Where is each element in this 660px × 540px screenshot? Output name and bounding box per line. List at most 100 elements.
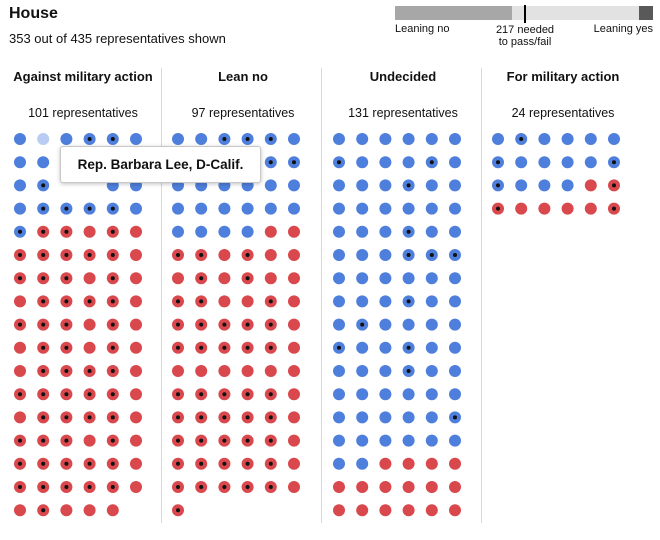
democrat-dot[interactable] [379,225,392,238]
democrat-dot[interactable] [130,133,142,145]
democrat-dot[interactable] [195,133,208,145]
democrat-dot[interactable] [425,179,438,192]
democrat-dot[interactable] [14,202,26,215]
democrat-dot[interactable] [288,179,300,192]
republican-dot[interactable] [288,318,300,331]
democrat-dot[interactable] [195,202,208,215]
democrat-dot[interactable] [356,457,369,470]
democrat-dot[interactable] [402,202,415,215]
democrat-dot[interactable] [379,133,392,145]
republican-dot[interactable] [218,249,231,261]
democrat-dot[interactable] [538,179,551,192]
democrat-dot[interactable] [425,272,438,285]
republican-dot[interactable] [356,481,369,493]
democrat-dot[interactable] [356,156,369,169]
democrat-dot[interactable] [379,249,392,261]
democrat-dot[interactable] [356,411,369,424]
republican-dot[interactable] [14,365,26,377]
democrat-dot[interactable] [333,388,345,401]
democrat-dot[interactable] [356,295,369,308]
republican-dot[interactable] [172,365,184,377]
republican-dot[interactable] [425,504,438,517]
democrat-dot[interactable] [402,272,415,285]
democrat-dot[interactable] [14,156,26,169]
democrat-dot[interactable] [425,202,438,215]
democrat-dot[interactable] [356,133,369,145]
democrat-dot[interactable] [425,133,438,145]
democrat-dot[interactable] [538,133,551,145]
republican-dot[interactable] [584,179,597,192]
democrat-dot[interactable] [449,225,461,238]
democrat-dot[interactable] [561,179,574,192]
democrat-dot[interactable] [561,133,574,145]
republican-dot[interactable] [83,272,96,285]
democrat-dot[interactable] [402,133,415,145]
democrat-dot[interactable] [333,318,345,331]
republican-dot[interactable] [83,434,96,447]
democrat-dot[interactable] [195,225,208,238]
republican-dot[interactable] [288,341,300,354]
democrat-dot[interactable] [449,295,461,308]
democrat-dot[interactable] [356,272,369,285]
democrat-dot[interactable] [288,202,300,215]
democrat-dot[interactable] [449,133,461,145]
republican-dot[interactable] [130,411,142,424]
republican-dot[interactable] [14,411,26,424]
democrat-dot[interactable] [333,249,345,261]
democrat-dot[interactable] [379,156,392,169]
republican-dot[interactable] [515,202,528,215]
republican-dot[interactable] [218,295,231,308]
republican-dot[interactable] [288,295,300,308]
republican-dot[interactable] [425,457,438,470]
republican-dot[interactable] [14,295,26,308]
republican-dot[interactable] [379,481,392,493]
democrat-dot[interactable] [379,365,392,377]
democrat-dot[interactable] [402,388,415,401]
democrat-dot[interactable] [379,202,392,215]
republican-dot[interactable] [130,341,142,354]
democrat-dot[interactable] [425,388,438,401]
democrat-dot[interactable] [130,202,142,215]
democrat-dot[interactable] [449,434,461,447]
democrat-dot[interactable] [172,133,184,145]
democrat-dot[interactable] [515,179,528,192]
republican-dot[interactable] [218,272,231,285]
republican-dot[interactable] [130,457,142,470]
republican-dot[interactable] [83,318,96,331]
highlighted-dot[interactable] [37,133,50,145]
democrat-dot[interactable] [608,133,620,145]
republican-dot[interactable] [83,504,96,517]
democrat-dot[interactable] [288,133,300,145]
republican-dot[interactable] [449,457,461,470]
republican-dot[interactable] [218,365,231,377]
democrat-dot[interactable] [379,272,392,285]
republican-dot[interactable] [288,365,300,377]
democrat-dot[interactable] [356,434,369,447]
republican-dot[interactable] [379,457,392,470]
republican-dot[interactable] [288,434,300,447]
democrat-dot[interactable] [449,341,461,354]
democrat-dot[interactable] [333,434,345,447]
democrat-dot[interactable] [584,133,597,145]
democrat-dot[interactable] [264,202,277,215]
democrat-dot[interactable] [425,318,438,331]
republican-dot[interactable] [130,318,142,331]
democrat-dot[interactable] [60,133,73,145]
democrat-dot[interactable] [379,318,392,331]
republican-dot[interactable] [561,202,574,215]
republican-dot[interactable] [130,434,142,447]
republican-dot[interactable] [83,341,96,354]
democrat-dot[interactable] [379,295,392,308]
democrat-dot[interactable] [172,202,184,215]
democrat-dot[interactable] [538,156,551,169]
republican-dot[interactable] [402,457,415,470]
democrat-dot[interactable] [425,225,438,238]
democrat-dot[interactable] [425,341,438,354]
democrat-dot[interactable] [584,156,597,169]
democrat-dot[interactable] [449,272,461,285]
republican-dot[interactable] [288,272,300,285]
democrat-dot[interactable] [356,179,369,192]
republican-dot[interactable] [288,225,300,238]
democrat-dot[interactable] [402,318,415,331]
leaning-yes-segment[interactable] [639,6,653,20]
